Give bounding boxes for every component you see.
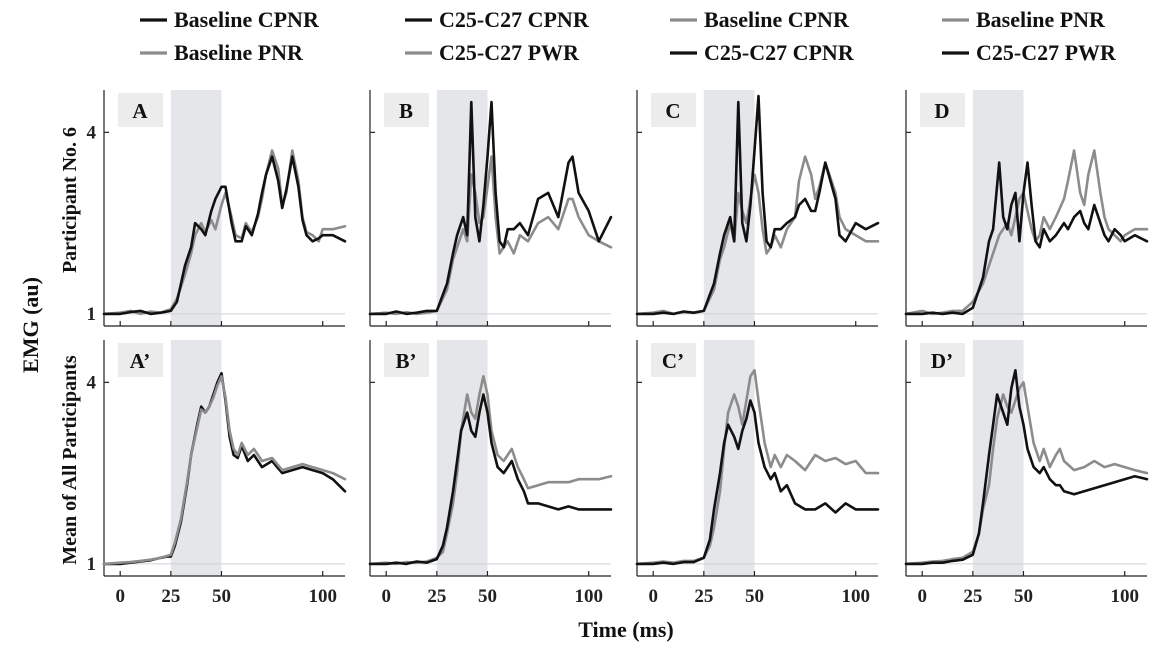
row-label-top: Participant No. 6	[59, 127, 81, 273]
series-line-black	[102, 155, 347, 316]
series-line-gray	[368, 374, 613, 566]
y-tick-label: 4	[87, 372, 97, 393]
panel-D’: 0 25 50 100 D’	[904, 340, 1149, 607]
series-line-gray	[102, 374, 347, 566]
legend-label: C25-C27 CPNR	[704, 40, 855, 65]
panel-tag-box	[118, 93, 163, 127]
x-tick-label: 100	[841, 586, 870, 607]
x-tick-label: 50	[1014, 586, 1033, 607]
panel-tag-box	[384, 93, 429, 127]
legend-label: Baseline CPNR	[704, 7, 850, 32]
x-tick-label: 100	[308, 586, 337, 607]
x-tick-label: 25	[694, 586, 713, 607]
x-tick-label: 50	[212, 586, 231, 607]
x-tick-label: 0	[648, 586, 658, 607]
y-tick-label: 4	[87, 122, 97, 143]
y-tick-label: 1	[87, 554, 97, 575]
x-tick-label: 0	[381, 586, 391, 607]
panel-tag: A	[132, 99, 148, 123]
legend-label: Baseline CPNR	[174, 7, 320, 32]
panel-tag: D’	[931, 349, 953, 373]
series-line-black	[368, 100, 613, 316]
series-line-gray	[102, 149, 347, 316]
panel-C’: 0 25 50 100 C’	[635, 340, 880, 607]
panel-B: B	[368, 90, 613, 327]
series-line-black	[102, 371, 347, 566]
panel-tag: B’	[396, 349, 417, 373]
x-tick-label: 25	[427, 586, 446, 607]
x-tick-label: 50	[478, 586, 497, 607]
shaded-window	[972, 340, 1024, 576]
series-line-black	[368, 393, 613, 566]
panel-tag-box	[651, 343, 696, 377]
x-tick-label: 50	[745, 586, 764, 607]
panel-C: C	[635, 90, 880, 327]
panel-D: D	[904, 90, 1149, 327]
panel-tag: D	[934, 99, 949, 123]
y-tick-label: 1	[87, 304, 97, 325]
panel-tag-box	[384, 343, 429, 377]
series-line-black	[635, 399, 880, 566]
series-line-gray	[635, 155, 880, 316]
panel-tag: A’	[130, 349, 151, 373]
x-tick-label: 25	[963, 586, 982, 607]
panel-tag-box	[920, 93, 965, 127]
panel-tag: C	[665, 99, 680, 123]
y-axis-title: EMG (au)	[18, 277, 43, 373]
series-line-gray	[368, 155, 613, 316]
x-axis-title: Time (ms)	[578, 617, 674, 642]
panel-A: 1 4 A	[87, 90, 347, 327]
panels: 1 4 A B C D 1 4 0 25 50 100 A’ 0 25 50 100 B’ 0 25 50 100 C’ 0 2…	[87, 90, 1149, 607]
legend-label: Baseline PNR	[976, 7, 1106, 32]
row-label-bottom: Mean of All Participants	[59, 355, 81, 565]
shaded-window	[170, 340, 222, 576]
x-tick-label: 0	[115, 586, 125, 607]
legend-label: C25-C27 PWR	[976, 40, 1117, 65]
series-line-black	[635, 94, 880, 316]
series-line-black	[904, 368, 1149, 566]
x-tick-label: 0	[917, 586, 927, 607]
panel-tag: B	[399, 99, 413, 123]
x-tick-label: 100	[574, 586, 603, 607]
panel-B’: 0 25 50 100 B’	[368, 340, 613, 607]
panel-A’: 1 4 0 25 50 100 A’	[87, 340, 347, 607]
panel-tag-box	[651, 93, 696, 127]
legend-label: Baseline PNR	[174, 40, 304, 65]
legend-label: C25-C27 PWR	[439, 40, 580, 65]
panel-tag-box	[118, 343, 163, 377]
legends: Baseline CPNR Baseline PNR C25-C27 CPNR C25…	[140, 7, 1117, 65]
legend-label: C25-C27 CPNR	[439, 7, 590, 32]
x-tick-label: 25	[161, 586, 180, 607]
panel-tag: C’	[662, 349, 684, 373]
x-tick-label: 100	[1110, 586, 1139, 607]
series-line-gray	[635, 368, 880, 566]
panel-tag-box	[920, 343, 965, 377]
series-line-gray	[904, 381, 1149, 566]
series-line-black	[904, 161, 1149, 316]
